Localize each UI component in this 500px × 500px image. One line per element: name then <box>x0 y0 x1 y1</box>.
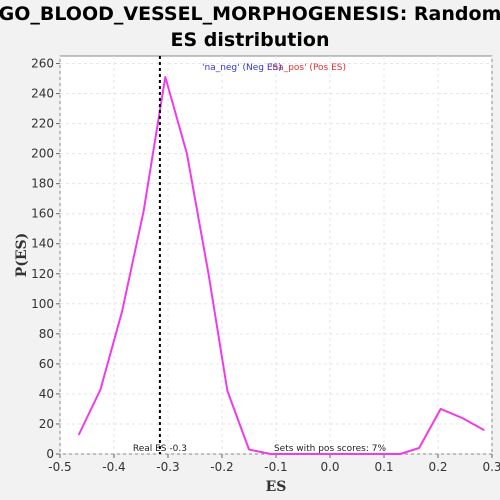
y-tick-label: 120 <box>31 267 54 281</box>
y-tick-label: 60 <box>39 357 54 371</box>
y-tick-label: 80 <box>39 327 54 341</box>
data-point <box>291 453 294 455</box>
x-axis-label: ES <box>266 479 287 495</box>
data-point <box>418 447 420 449</box>
x-tick-label: -0.2 <box>210 460 233 474</box>
real-es-label: Real ES -0.3 <box>133 444 187 454</box>
y-tick-label: 0 <box>46 447 54 461</box>
x-axis-ticks: -0.5 -0.4 -0.3 -0.2 -0.1 0.0 0.1 0.2 0.3 <box>48 454 500 474</box>
legend-neg-es: 'na_neg' (Neg ES) <box>202 63 282 73</box>
data-point <box>207 272 210 275</box>
data-point <box>377 453 380 455</box>
y-tick-label: 260 <box>31 57 54 71</box>
chart-title-line2: ES distribution <box>171 29 330 51</box>
x-tick-label: -0.5 <box>48 460 71 474</box>
y-tick-label: 240 <box>31 87 54 101</box>
x-tick-label: 0.3 <box>482 460 500 474</box>
y-tick-label: 220 <box>31 117 54 131</box>
data-point <box>356 453 358 455</box>
data-point <box>164 76 167 78</box>
es-distribution-line <box>77 76 485 455</box>
data-point <box>313 453 315 455</box>
x-tick-label: 0.2 <box>428 460 447 474</box>
y-tick-label: 180 <box>31 177 54 191</box>
data-point <box>439 408 442 410</box>
series-layer <box>77 76 485 455</box>
data-point <box>186 152 188 155</box>
chart-title-line1: GO_BLOOD_VESSEL_MORPHOGENESIS: Random <box>0 3 500 25</box>
data-point <box>226 390 229 392</box>
y-tick-label: 100 <box>31 297 54 311</box>
y-tick-label: 20 <box>39 417 54 431</box>
x-tick-label: -0.3 <box>156 460 179 474</box>
legend-pos-es: 'na_pos' (Pos ES) <box>270 63 346 73</box>
y-tick-label: 200 <box>31 147 54 161</box>
y-tick-label: 40 <box>39 387 54 401</box>
data-point <box>142 209 145 212</box>
data-point <box>334 453 337 455</box>
y-axis-label: P(ES) <box>14 233 30 278</box>
x-tick-label: -0.1 <box>264 460 287 474</box>
data-point <box>269 453 272 455</box>
x-tick-label: -0.4 <box>102 460 125 474</box>
data-point <box>399 453 402 455</box>
data-point <box>78 433 80 436</box>
data-point <box>248 448 250 451</box>
y-tick-label: 160 <box>31 207 54 221</box>
data-point <box>121 310 123 313</box>
x-tick-label: 0.1 <box>374 460 393 474</box>
y-axis-ticks: 0 20 40 60 80 100 120 140 160 180 200 220 240 260 <box>31 57 60 461</box>
data-point <box>99 388 102 391</box>
x-tick-label: 0.0 <box>320 460 339 474</box>
y-tick-label: 140 <box>31 237 54 251</box>
data-point <box>461 417 464 419</box>
pos-scores-annotation: Sets with pos scores: 7% <box>274 444 387 454</box>
data-point <box>483 429 485 431</box>
